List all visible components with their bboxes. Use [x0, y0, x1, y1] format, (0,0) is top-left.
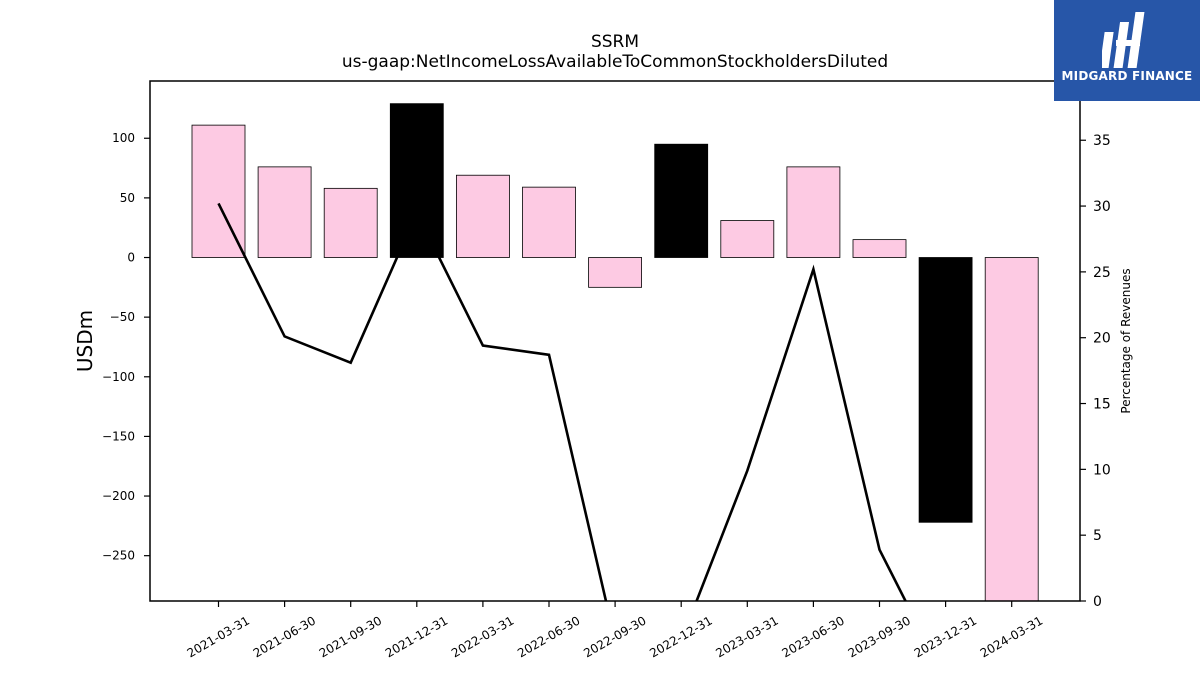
x-tick-label: 2022-03-31 [449, 613, 516, 660]
chart-title: SSRM [590, 32, 640, 52]
midgard-logo-icon [1102, 12, 1145, 68]
x-axis: 2021-03-312021-06-302021-09-302021-12-31… [185, 601, 1045, 660]
bar [654, 143, 709, 258]
x-tick-label: 2022-09-30 [581, 613, 648, 660]
y-tick-label: −50 [110, 310, 135, 324]
x-tick-label: 2021-03-31 [185, 613, 252, 660]
logo: MIDGARD FINANCE [1054, 0, 1200, 101]
y2-tick-label: 15 [1093, 397, 1111, 413]
y2-tick-label: 30 [1093, 199, 1111, 215]
bar [984, 257, 1039, 601]
x-tick-label: 2023-12-31 [912, 613, 979, 660]
x-tick-label: 2021-09-30 [317, 613, 384, 660]
y-tick-label: −100 [102, 370, 135, 384]
x-tick-label: 2023-09-30 [846, 613, 913, 660]
left-axis: 100 50 0 −50 −100 −150 −200 −250 [102, 131, 150, 563]
y2-tick-label: 0 [1093, 594, 1102, 610]
x-tick-label: 2024-03-31 [978, 613, 1045, 660]
y2-tick-label: 10 [1093, 462, 1111, 478]
bar [389, 103, 444, 258]
y2-tick-label: 20 [1093, 331, 1111, 347]
bar [786, 166, 841, 258]
series-line [217, 202, 907, 601]
bar [191, 124, 246, 258]
bar [918, 257, 973, 523]
bar [588, 257, 642, 288]
bar [323, 187, 378, 258]
y2-tick-label: 25 [1093, 265, 1111, 281]
chart-subtitle: us-gaap:NetIncomeLossAvailableToCommonSt… [341, 52, 889, 72]
x-tick-label: 2022-06-30 [515, 613, 582, 660]
x-tick-label: 2021-06-30 [251, 613, 318, 660]
bar [257, 166, 312, 258]
bar [522, 186, 576, 258]
bar [720, 220, 775, 258]
y2-axis-label: Percentage of Revenues [1119, 268, 1133, 413]
y-tick-label: 100 [112, 131, 135, 145]
bar [455, 174, 510, 258]
x-tick-label: 2022-12-31 [647, 613, 714, 660]
bar [852, 239, 907, 258]
y-axis-label: USDm [73, 310, 97, 372]
y2-tick-label: 35 [1093, 133, 1111, 149]
y-tick-label: −200 [102, 489, 135, 503]
logo-text: MIDGARD FINANCE [1061, 69, 1193, 83]
x-tick-label: 2021-12-31 [383, 613, 450, 660]
y-tick-label: 50 [120, 191, 135, 205]
y-tick-label: 0 [127, 251, 135, 265]
line-layer [217, 202, 907, 601]
x-tick-label: 2023-06-30 [779, 613, 846, 660]
x-tick-label: 2023-03-31 [713, 613, 780, 660]
bars-layer [191, 103, 1039, 601]
y-tick-label: −250 [102, 549, 135, 563]
y-tick-label: −150 [102, 429, 135, 443]
right-axis: 35 30 25 20 15 10 5 0 [1080, 133, 1111, 610]
y2-tick-label: 5 [1093, 528, 1102, 544]
